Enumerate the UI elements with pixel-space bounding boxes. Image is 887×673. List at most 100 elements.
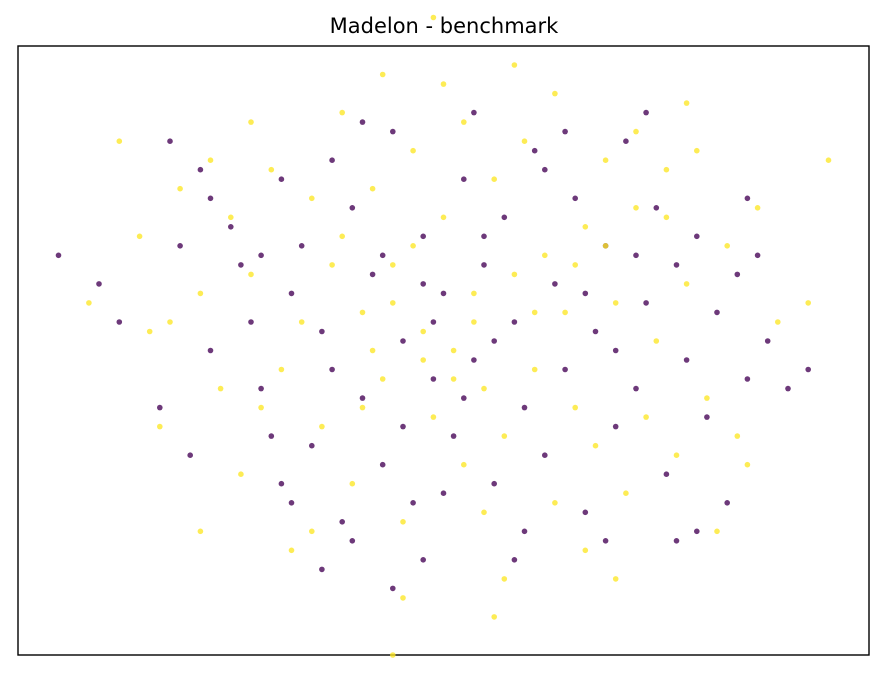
point-class-1-4	[177, 185, 183, 192]
point-class-1-79	[734, 433, 741, 439]
point-class-1-33	[511, 271, 518, 278]
point-class-0-90	[177, 243, 183, 249]
point-class-0-23	[400, 338, 406, 344]
point-class-0-47	[643, 300, 649, 306]
point-class-0-79	[400, 423, 406, 430]
point-class-1-61	[390, 652, 396, 658]
point-class-0-88	[288, 500, 295, 506]
point-class-0-15	[319, 328, 325, 335]
point-class-1-40	[582, 224, 589, 230]
point-class-0-35	[521, 404, 528, 411]
point-class-0-80	[440, 490, 447, 497]
point-class-1-25	[430, 414, 437, 420]
point-class-0-1	[96, 281, 102, 287]
point-class-1-94	[390, 300, 396, 306]
point-class-1-31	[491, 176, 498, 182]
point-class-1-80	[167, 319, 173, 325]
point-class-0-9	[258, 385, 264, 392]
point-class-1-8	[238, 471, 244, 478]
point-class-1-12	[298, 319, 305, 325]
point-class-0-20	[369, 271, 376, 278]
point-class-0-53	[704, 414, 710, 420]
point-class-0-19	[359, 395, 366, 401]
point-class-0-13	[298, 243, 305, 249]
point-class-0-3	[167, 138, 173, 144]
point-class-0-89	[694, 528, 700, 535]
point-class-1-69	[207, 157, 214, 163]
point-class-1-56	[805, 300, 811, 306]
point-class-1-89	[754, 205, 761, 211]
point-class-1-59	[491, 614, 498, 620]
point-class-1-72	[471, 319, 477, 325]
point-class-1-10	[268, 166, 275, 173]
point-class-0-68	[562, 128, 568, 135]
point-class-0-25	[420, 233, 427, 240]
point-class-0-16	[329, 157, 335, 163]
point-class-0-91	[744, 195, 751, 202]
point-class-0-24	[410, 500, 416, 506]
point-class-0-51	[683, 357, 690, 363]
point-class-0-57	[744, 376, 751, 382]
point-class-0-87	[633, 252, 639, 259]
point-class-1-60	[430, 14, 437, 21]
point-class-1-19	[369, 185, 376, 192]
point-class-0-70	[319, 566, 325, 573]
point-class-0-17	[339, 519, 346, 525]
point-class-0-55	[724, 500, 730, 506]
point-class-1-24	[420, 328, 427, 335]
point-class-0-64	[207, 347, 214, 354]
point-class-0-75	[390, 585, 396, 592]
point-class-0-36	[531, 147, 538, 154]
point-class-0-33	[501, 214, 508, 221]
point-class-0-92	[349, 538, 356, 544]
point-class-0-28	[450, 433, 457, 439]
point-class-1-36	[542, 252, 548, 259]
point-class-1-30	[481, 385, 487, 392]
point-class-1-5	[197, 290, 204, 297]
point-class-0-31	[481, 262, 487, 268]
point-class-1-66	[258, 404, 264, 411]
point-class-0-46	[633, 385, 639, 392]
point-class-1-51	[694, 147, 700, 154]
point-class-1-71	[420, 357, 427, 363]
point-class-0-93	[481, 233, 487, 240]
point-class-0-59	[764, 338, 771, 344]
point-class-0-37	[542, 452, 548, 459]
point-class-1-82	[339, 233, 346, 240]
point-class-0-54	[714, 309, 720, 316]
point-class-0-85	[379, 252, 386, 259]
point-class-0-40	[572, 195, 578, 202]
point-class-1-46	[643, 414, 649, 420]
point-class-0-52	[694, 233, 700, 240]
point-class-1-45	[633, 205, 639, 211]
point-class-1-43	[612, 300, 619, 306]
point-class-0-71	[420, 557, 427, 563]
point-class-1-18	[359, 309, 366, 316]
point-class-0-34	[511, 319, 518, 325]
point-class-1-83	[481, 509, 487, 516]
point-class-1-95	[461, 119, 467, 125]
point-class-0-62	[157, 404, 163, 411]
point-class-1-27	[450, 347, 457, 354]
point-class-1-41	[592, 442, 599, 449]
point-class-0-41	[582, 509, 589, 516]
point-class-1-20	[379, 376, 386, 382]
point-class-1-77	[582, 547, 589, 554]
point-class-1-14	[319, 423, 325, 430]
point-class-1-70	[86, 300, 92, 306]
point-class-0-74	[673, 538, 680, 544]
point-class-1-44	[623, 490, 629, 497]
point-class-0-72	[521, 528, 528, 535]
point-class-0-48	[653, 205, 660, 211]
point-class-1-39	[572, 404, 578, 411]
point-class-0-69	[643, 109, 649, 116]
point-class-1-76	[501, 576, 508, 582]
point-class-0-30	[471, 357, 477, 363]
point-class-0-94	[420, 281, 427, 287]
point-class-0-67	[471, 109, 477, 116]
point-class-1-62	[612, 576, 619, 582]
point-class-0-66	[359, 119, 366, 125]
point-class-1-28	[461, 461, 467, 468]
point-class-1-0	[116, 138, 123, 144]
point-class-0-63	[187, 452, 193, 459]
